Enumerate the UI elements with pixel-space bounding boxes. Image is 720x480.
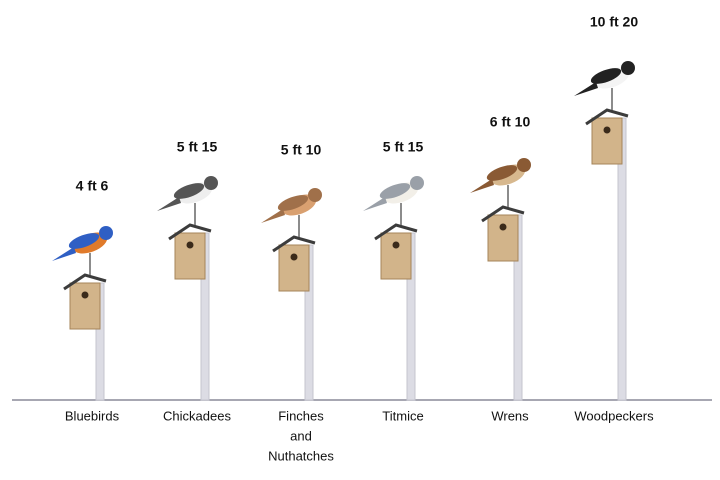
birdhouse <box>174 232 206 280</box>
birdhouse-hole <box>499 223 507 231</box>
birdhouse-hole <box>290 253 298 261</box>
birdhouse-roof <box>585 108 629 126</box>
bird-head <box>410 176 424 190</box>
birdhouse-roof <box>481 205 525 223</box>
bird-name: Titmice <box>382 408 423 423</box>
birdhouse-hole <box>392 241 400 249</box>
birdhouse-hole <box>81 291 89 299</box>
bird-wing <box>590 68 622 84</box>
bird-head <box>621 61 635 75</box>
bird-wing <box>486 165 518 181</box>
bird-wing <box>277 195 309 211</box>
height-label: 5 ft 15 <box>177 139 218 155</box>
bird-name: Wrens <box>491 408 529 423</box>
height-label: 10 ft 20 <box>590 14 638 30</box>
bird-head <box>517 158 531 172</box>
bird-tail <box>261 209 285 223</box>
bird-name: and <box>290 428 312 443</box>
birdhouse <box>278 244 310 292</box>
bird-wing <box>68 233 100 249</box>
birdhouse <box>591 117 623 165</box>
bird-tail <box>363 197 387 211</box>
birdhouse-roof <box>168 223 212 241</box>
birdhouse <box>69 282 101 330</box>
birdhouse-roof <box>374 223 418 241</box>
bird-wing <box>173 183 205 199</box>
birdhouse <box>487 214 519 262</box>
height-label: 5 ft 15 <box>383 139 424 155</box>
bird-head <box>308 188 322 202</box>
bird-name: Chickadees <box>163 408 231 423</box>
birdhouse-roof <box>63 273 107 291</box>
height-label: 4 ft 6 <box>76 178 109 194</box>
birdhouse-hole <box>186 241 194 249</box>
bird-head <box>99 226 113 240</box>
bird-tail <box>52 247 76 261</box>
birdhouse <box>380 232 412 280</box>
bird-name: Nuthatches <box>268 448 334 463</box>
bird-tail <box>157 197 181 211</box>
bird-tail <box>574 82 598 96</box>
bird-wing <box>379 183 411 199</box>
birdhouse-roof <box>272 235 316 253</box>
height-label: 5 ft 10 <box>281 142 322 158</box>
bird-tail <box>470 179 494 193</box>
bird-name: Finches <box>278 408 324 423</box>
bird-name: Woodpeckers <box>574 408 654 423</box>
height-label: 6 ft 10 <box>490 114 531 130</box>
bird-name: Bluebirds <box>65 408 120 423</box>
bird-head <box>204 176 218 190</box>
birdhouse-hole <box>603 126 611 134</box>
